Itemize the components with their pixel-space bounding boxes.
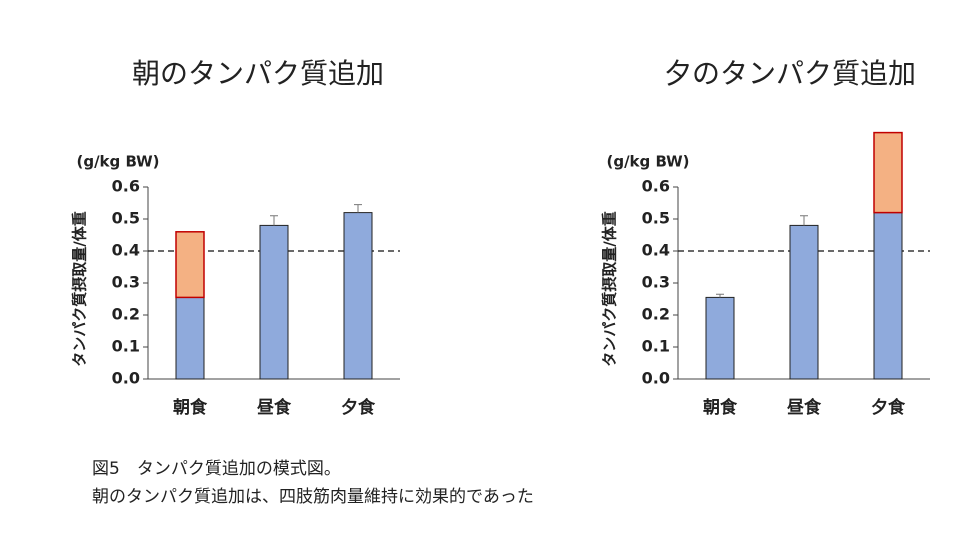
y-tick-label: 0.3 bbox=[112, 273, 140, 292]
y-unit: (g/kg BW) bbox=[606, 153, 689, 171]
error-bar bbox=[716, 293, 724, 298]
chart-title: 夕のタンパク質追加 bbox=[664, 57, 916, 90]
x-tick-label: 朝食 bbox=[173, 397, 208, 418]
caption-line: 朝のタンパク質追加は、四肢筋肉量維持に効果的であった bbox=[92, 487, 534, 507]
x-tick-label: 朝食 bbox=[703, 397, 738, 418]
caption-line: 図5 タンパク質追加の模式図。 bbox=[92, 459, 341, 479]
bar-segment bbox=[789, 224, 819, 380]
x-tick-label: 夕食 bbox=[871, 397, 906, 418]
y-tick-label: 0.0 bbox=[112, 369, 140, 388]
bar-segment bbox=[175, 231, 205, 299]
error-bar bbox=[270, 215, 278, 226]
bar-segment bbox=[259, 224, 289, 380]
bar-segment bbox=[175, 296, 205, 380]
error-bar bbox=[800, 215, 808, 226]
x-tick-label: 夕食 bbox=[341, 397, 376, 418]
bar-segment bbox=[873, 212, 903, 380]
y-tick-label: 0.5 bbox=[112, 209, 140, 228]
y-axis-label: タンパク質摂取量/体重 bbox=[71, 211, 89, 366]
chart-title: 朝のタンパク質追加 bbox=[132, 57, 384, 90]
error-bar bbox=[354, 204, 362, 213]
y-tick-label: 0.5 bbox=[642, 209, 670, 228]
bar-segment bbox=[705, 296, 735, 380]
y-tick-label: 0.4 bbox=[112, 241, 140, 260]
bar-segment bbox=[343, 212, 373, 380]
y-tick-label: 0.2 bbox=[112, 305, 140, 324]
y-axis-label: タンパク質摂取量/体重 bbox=[601, 211, 619, 366]
y-tick-label: 0.6 bbox=[112, 177, 140, 196]
x-tick-label: 昼食 bbox=[257, 397, 292, 418]
y-tick-label: 0.6 bbox=[642, 177, 670, 196]
x-tick-label: 昼食 bbox=[787, 397, 822, 418]
y-tick-label: 0.3 bbox=[642, 273, 670, 292]
y-tick-label: 0.1 bbox=[642, 337, 670, 356]
y-tick-label: 0.2 bbox=[642, 305, 670, 324]
y-tick-label: 0.0 bbox=[642, 369, 670, 388]
y-tick-label: 0.4 bbox=[642, 241, 670, 260]
y-tick-label: 0.1 bbox=[112, 337, 140, 356]
y-unit: (g/kg BW) bbox=[76, 153, 159, 171]
bar-segment bbox=[873, 131, 903, 214]
